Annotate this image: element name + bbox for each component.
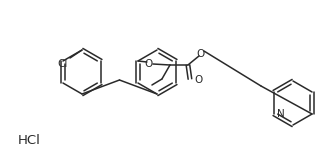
Text: N: N xyxy=(277,109,285,119)
Text: O: O xyxy=(197,49,205,59)
Text: O: O xyxy=(194,75,202,85)
Text: Cl: Cl xyxy=(58,59,68,69)
Text: O: O xyxy=(145,59,153,69)
Text: HCl: HCl xyxy=(18,133,41,146)
